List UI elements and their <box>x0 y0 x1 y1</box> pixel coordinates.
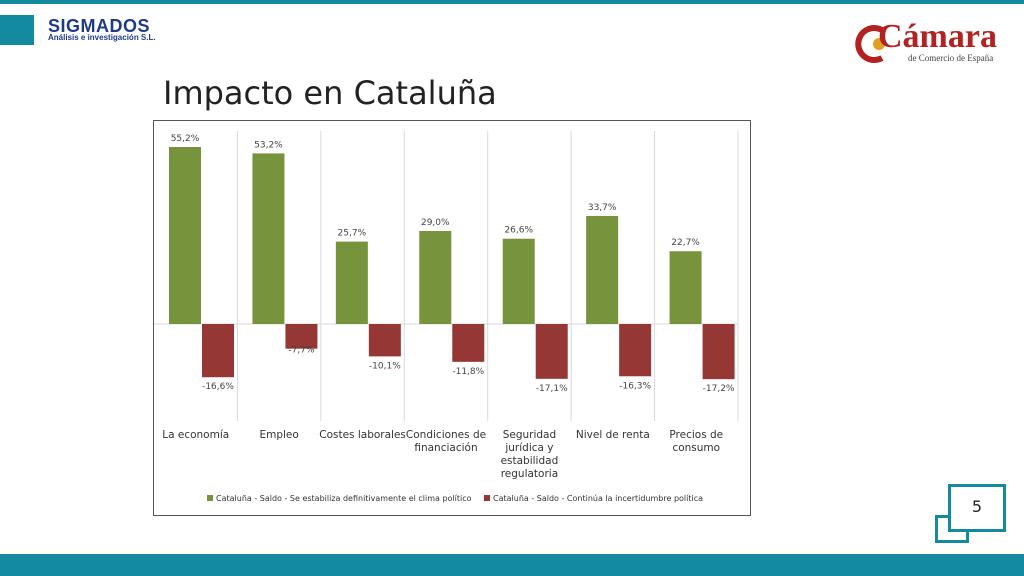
data-label: 55,2% <box>171 134 200 144</box>
bar-green <box>252 153 285 324</box>
category-label: Condiciones de <box>406 429 486 441</box>
legend-label: Cataluña - Saldo - Continúa la incertidu… <box>493 494 703 503</box>
page-number-box <box>948 484 1006 532</box>
category-label: Precios de <box>669 429 723 441</box>
top-accent-bar <box>0 0 1024 4</box>
category-label: Seguridad <box>503 429 556 441</box>
bar-green <box>169 147 201 324</box>
category-label: jurídica y <box>504 442 553 454</box>
slide-title: Impacto en Cataluña <box>163 74 497 112</box>
data-label: -11,8% <box>452 367 484 377</box>
bar-green <box>335 241 368 324</box>
category-label: Costes laborales <box>319 429 406 441</box>
bar-green <box>419 231 452 324</box>
category-label: consumo <box>672 442 720 454</box>
legend-swatch <box>484 495 490 501</box>
data-label: 22,7% <box>671 238 700 248</box>
category-label: regulatoria <box>501 468 558 480</box>
bar-red <box>619 324 652 377</box>
bar-red <box>202 324 234 378</box>
category-label: La economía <box>162 429 229 441</box>
data-label: 33,7% <box>588 203 617 213</box>
bar-red <box>285 324 318 349</box>
bar-green <box>502 238 535 324</box>
category-label: estabilidad <box>501 455 559 467</box>
bar-red <box>535 324 568 379</box>
company-tagline: Análisis e investigación S.L. <box>48 33 156 42</box>
bar-green <box>669 251 702 324</box>
data-label: -16,6% <box>202 382 234 392</box>
bar-chart: 55,2% 53,2% 25,7% 29,0% 26,6% 33,7% 22,7% -16,6… <box>154 131 739 503</box>
camara-logo-icon <box>855 25 885 63</box>
company-name: SIGMADOS <box>48 16 151 36</box>
data-label: 53,2% <box>254 140 283 150</box>
sigmados-logo-square <box>0 15 34 45</box>
data-label: -17,1% <box>536 384 568 394</box>
data-label: -7,7% <box>288 346 315 356</box>
bar-green <box>586 215 619 324</box>
bar-red <box>452 324 485 362</box>
category-label: Nivel de renta <box>576 429 650 441</box>
legend-label: Cataluña - Saldo - Se estabiliza definit… <box>216 494 472 503</box>
bottom-accent-bar <box>0 554 1024 576</box>
bar-red <box>702 324 735 380</box>
chart-container: 55,2% 53,2% 25,7% 29,0% 26,6% 33,7% 22,7% -16,6… <box>153 120 751 516</box>
data-label: -17,2% <box>703 384 735 394</box>
category-label: Empleo <box>259 429 298 441</box>
partner-name: Cámara <box>878 18 997 55</box>
data-label: -16,3% <box>619 381 651 391</box>
data-label: 25,7% <box>338 229 367 239</box>
data-label: 29,0% <box>421 218 450 228</box>
data-label: 26,6% <box>504 226 533 236</box>
page-number: 5 <box>971 497 983 516</box>
legend-swatch <box>207 495 213 501</box>
bar-red <box>368 324 401 357</box>
partner-subtitle: de Comercio de España <box>908 53 994 63</box>
category-label: financiación <box>414 442 477 454</box>
data-label: -10,1% <box>369 361 401 371</box>
